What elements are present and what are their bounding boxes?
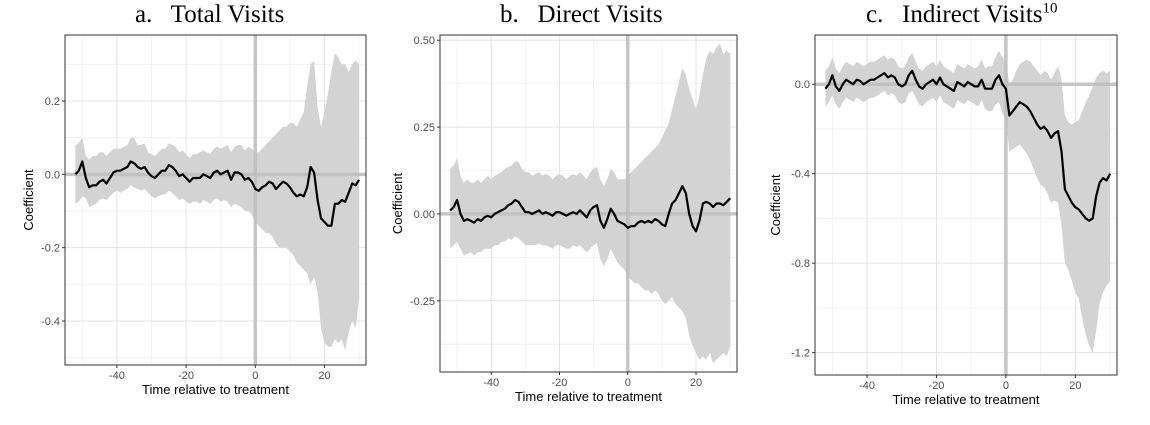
panel-a-y-tick-label: -0.4 — [41, 316, 60, 328]
panel-b-title: b. Direct Visits — [500, 1, 663, 29]
panel-c-y-tick-label: -0.4 — [791, 169, 810, 181]
panel-c-x-tick-label: 20 — [1069, 380, 1081, 392]
panel-c-footnote-marker: 10 — [1042, 0, 1058, 17]
panel-c-border — [814, 34, 1118, 376]
panel-c-y-tick-label: 0.0 — [795, 79, 810, 91]
panel-a-confidence-band — [75, 53, 360, 351]
panel-c-y-axis-title: Coefficient — [768, 174, 783, 236]
panel-b-x-tick-label: 0 — [625, 377, 631, 389]
panel-a-x-tick-label: 0 — [252, 370, 258, 382]
panel-c-title-text: Indirect Visits — [902, 1, 1043, 28]
panel-b-title-text: Direct Visits — [537, 1, 663, 28]
panel-b-confidence-band — [450, 43, 731, 364]
panel-a-y-tick-label: 0.2 — [45, 96, 60, 108]
panel-a-title-text: Total Visits — [170, 1, 285, 28]
panel-b-letter: b. — [500, 1, 519, 28]
panel-a-border — [64, 34, 367, 366]
panel-c-x-tick-label: -40 — [859, 380, 875, 392]
panel-b-x-tick-label: 20 — [690, 377, 702, 389]
panel-b-x-tick-label: -20 — [552, 377, 568, 389]
panel-a-y-tick-label: -0.2 — [41, 243, 60, 255]
panel-c-x-tick-label: 0 — [1003, 380, 1009, 392]
panel-b-plot: -40 -20 0 20 0.50 0.25 0.00 -0.25 Time relative … — [390, 34, 738, 404]
panel-b-x-axis-title: Time relative to treatment — [515, 389, 662, 404]
panel-a-plot: -40 -20 0 20 0.2 0.0 -0.2 -0.4 Time relative to … — [21, 34, 367, 397]
panel-a-x-axis-title: Time relative to treatment — [142, 382, 289, 397]
panel-a-y-tick-label: 0.0 — [45, 169, 60, 181]
panel-a-x-tick-label: -20 — [178, 370, 194, 382]
panel-b-border — [439, 34, 738, 373]
panel-b-y-tick-label: -0.25 — [410, 296, 435, 308]
panel-b-y-axis-title: Coefficient — [390, 173, 405, 235]
panel-c-plot: -40 -20 0 20 0.0 -0.4 -0.8 -1.2 Time relative to… — [768, 34, 1118, 407]
panel-c-y-tick-label: -0.8 — [791, 258, 810, 270]
panel-a-x-tick-label: 20 — [318, 370, 330, 382]
panel-a-y-axis-title: Coefficient — [21, 169, 36, 231]
panel-c-x-tick-label: -20 — [929, 380, 945, 392]
panel-c-y-tick-label: -1.2 — [791, 348, 810, 360]
panel-c-estimate-line — [824, 69, 1112, 222]
panel-b-y-tick-label: 0.00 — [414, 209, 435, 221]
panel-a-x-tick-label: -40 — [109, 370, 125, 382]
panel-b-y-tick-label: 0.25 — [414, 122, 435, 134]
panel-c-title: c. Indirect Visits10 — [866, 1, 1058, 29]
panel-a-letter: a. — [135, 1, 153, 28]
panel-b-y-tick-label: 0.50 — [414, 35, 435, 47]
panel-a-title: a. Total Visits — [135, 1, 284, 29]
panel-b-x-tick-label: -40 — [483, 377, 499, 389]
panel-c-letter: c. — [866, 1, 884, 28]
panel-a-estimate-line — [74, 160, 361, 227]
panel-b-estimate-line — [449, 185, 731, 233]
panel-c-x-axis-title: Time relative to treatment — [893, 392, 1040, 407]
